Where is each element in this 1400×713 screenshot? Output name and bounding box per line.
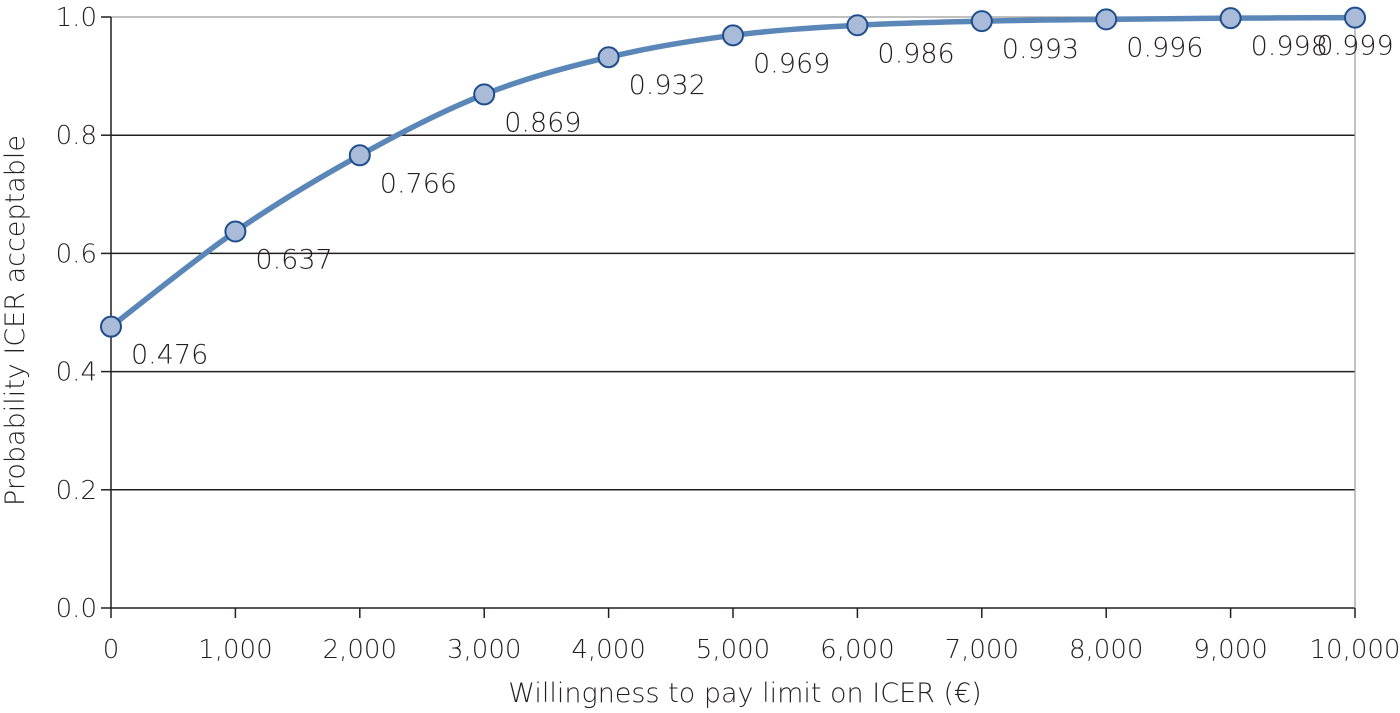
x-tick-label: 1,000 [198,635,272,665]
gridlines [111,16,1355,491]
y-tick-label: 0.2 [56,476,97,506]
x-tick-label: 9,000 [1193,635,1267,665]
data-point [1344,6,1366,29]
data-label: 0.993 [1002,34,1079,65]
data-point [473,83,496,106]
x-axis-title: Willingness to pay limit on ICER (€) [508,678,981,709]
x-tick-label: 8,000 [1069,635,1143,665]
data-point [846,14,869,37]
data-point [722,24,744,47]
data-point [348,144,371,167]
y-tick-label: 0.0 [56,594,97,624]
data-points [100,6,1366,338]
y-tick-label: 0.4 [56,358,97,388]
data-label: 0.637 [255,245,332,276]
data-label: 0.999 [1316,31,1393,62]
y-axis-title: Probability ICER acceptable [0,135,31,506]
data-point [224,220,247,243]
x-tick-label: 10,000 [1310,635,1400,665]
data-label: 0.986 [877,38,954,69]
data-point [597,46,620,69]
series-line [108,14,1358,330]
data-point [1219,7,1242,30]
data-label: 0.476 [131,340,208,371]
data-label: 0.998 [1251,31,1328,62]
data-label: 0.996 [1126,32,1203,63]
axes [101,16,1356,618]
data-point [970,10,993,33]
x-tick-label: 0 [103,635,120,665]
series-line-path [108,14,1358,330]
tick-labels: 0.0 0.2 0.4 0.6 0.8 1.0 0 1,000 2,000 3,000 4,000 5… [56,3,1400,665]
data-point [100,315,122,338]
data-label: 0.932 [629,70,706,101]
x-tick-label: 3,000 [447,635,521,665]
data-labels: 0.476 0.637 0.766 0.869 0.932 0.969 0.986 0.993… [131,31,1394,371]
x-tick-label: 7,000 [945,635,1019,665]
y-tick-label: 0.8 [56,121,97,151]
data-label: 0.969 [753,48,830,79]
x-tick-label: 2,000 [323,635,397,665]
data-label: 0.766 [380,168,457,199]
data-point [1095,8,1118,31]
x-tick-label: 5,000 [696,635,770,665]
x-tick-label: 4,000 [571,635,645,665]
y-tick-label: 0.6 [56,239,97,269]
x-tick-label: 6,000 [820,635,894,665]
data-label: 0.869 [504,107,581,138]
y-tick-label: 1.0 [56,3,97,33]
